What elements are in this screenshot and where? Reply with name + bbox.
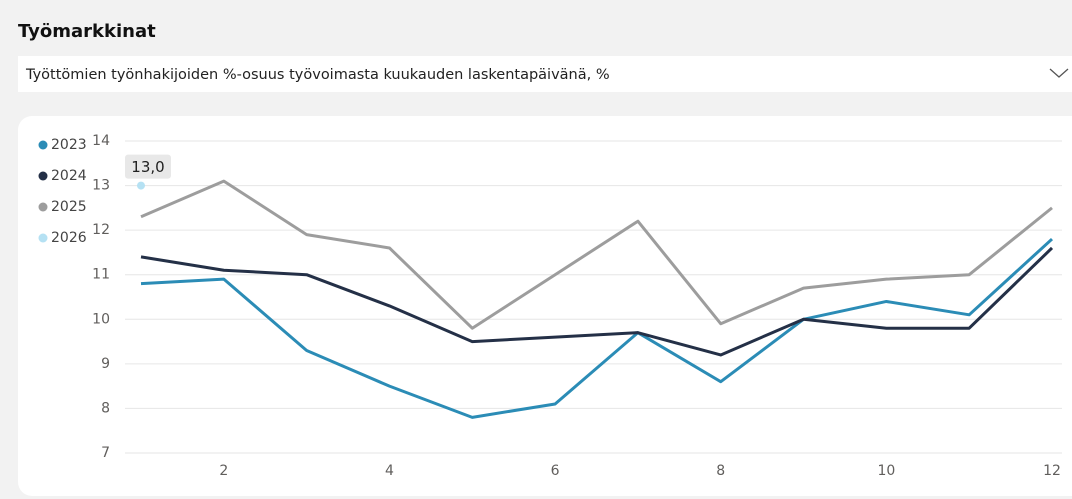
y-tick-label: 14	[92, 133, 110, 149]
y-tick-label: 11	[92, 267, 110, 283]
data-label-bg	[125, 154, 171, 179]
dropdown-label[interactable]: Työttömien työnhakijoiden %-osuus työvoi…	[25, 67, 610, 83]
y-tick-label: 13	[92, 178, 110, 194]
x-tick-label: 4	[385, 463, 394, 479]
x-tick-label: 12	[1043, 463, 1061, 479]
line	[140, 237, 1054, 419]
legend-marker	[38, 171, 48, 181]
line	[140, 179, 1053, 330]
x-tick-label: 2	[219, 463, 228, 479]
x-tick-label: 8	[716, 463, 725, 479]
page-title: Työmarkkinat	[18, 21, 156, 42]
line	[140, 246, 1054, 357]
legend-marker	[38, 140, 48, 150]
y-tick-label: 12	[92, 222, 110, 238]
legend-label: 2024	[51, 168, 87, 184]
x-tick-label: 10	[877, 463, 895, 479]
y-tick-label: 10	[92, 311, 110, 327]
legend-label: 2023	[51, 137, 87, 153]
legend-label: 2026	[51, 230, 87, 246]
dropdown-chevron[interactable]	[1049, 68, 1069, 78]
y-tick-label: 7	[101, 445, 110, 461]
dropdown[interactable]	[18, 56, 1072, 92]
legend-marker	[38, 202, 48, 212]
point	[137, 181, 145, 190]
y-tick-label: 9	[101, 356, 110, 372]
legend-label: 2025	[51, 199, 87, 215]
y-tick-label: 8	[101, 400, 110, 416]
chart-card	[18, 116, 1072, 496]
x-tick-label: 6	[551, 463, 560, 479]
legend-marker	[38, 233, 48, 243]
data-label: 13,0	[131, 158, 164, 176]
